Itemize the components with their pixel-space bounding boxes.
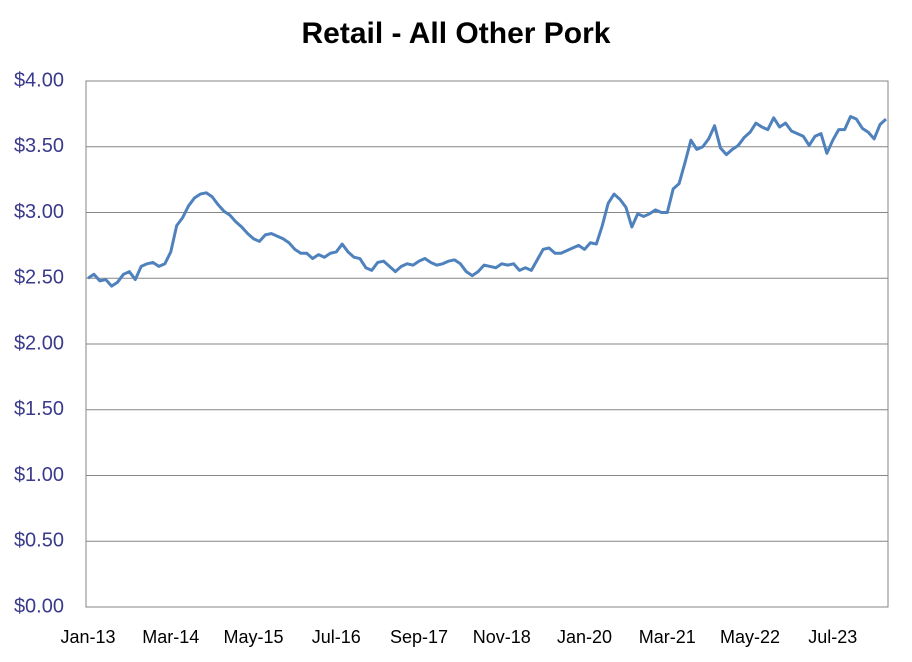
x-tick-label: Nov-18	[473, 627, 531, 647]
y-tick-label: $0.50	[14, 530, 64, 552]
x-tick-label: May-22	[720, 627, 780, 647]
y-tick-label: $1.50	[14, 398, 64, 420]
y-tick-label: $2.00	[14, 332, 64, 354]
x-tick-label: Jan-13	[60, 627, 115, 647]
y-tick-label: $3.00	[14, 201, 64, 223]
y-tick-label: $4.00	[14, 69, 64, 91]
y-tick-label: $1.00	[14, 464, 64, 486]
x-tick-label: Jan-20	[557, 627, 612, 647]
x-tick-label: Jul-23	[808, 627, 857, 647]
y-tick-label: $3.50	[14, 135, 64, 157]
x-tick-label: Jul-16	[312, 627, 361, 647]
y-tick-label: $0.00	[14, 595, 64, 617]
chart-title: Retail - All Other Pork	[302, 17, 611, 50]
y-tick-label: $2.50	[14, 267, 64, 289]
x-tick-label: Mar-21	[639, 627, 696, 647]
data-line	[87, 115, 887, 288]
x-tick-label: Sep-17	[390, 627, 448, 647]
x-tick-label: Mar-14	[142, 627, 199, 647]
x-tick-label: May-15	[223, 627, 283, 647]
